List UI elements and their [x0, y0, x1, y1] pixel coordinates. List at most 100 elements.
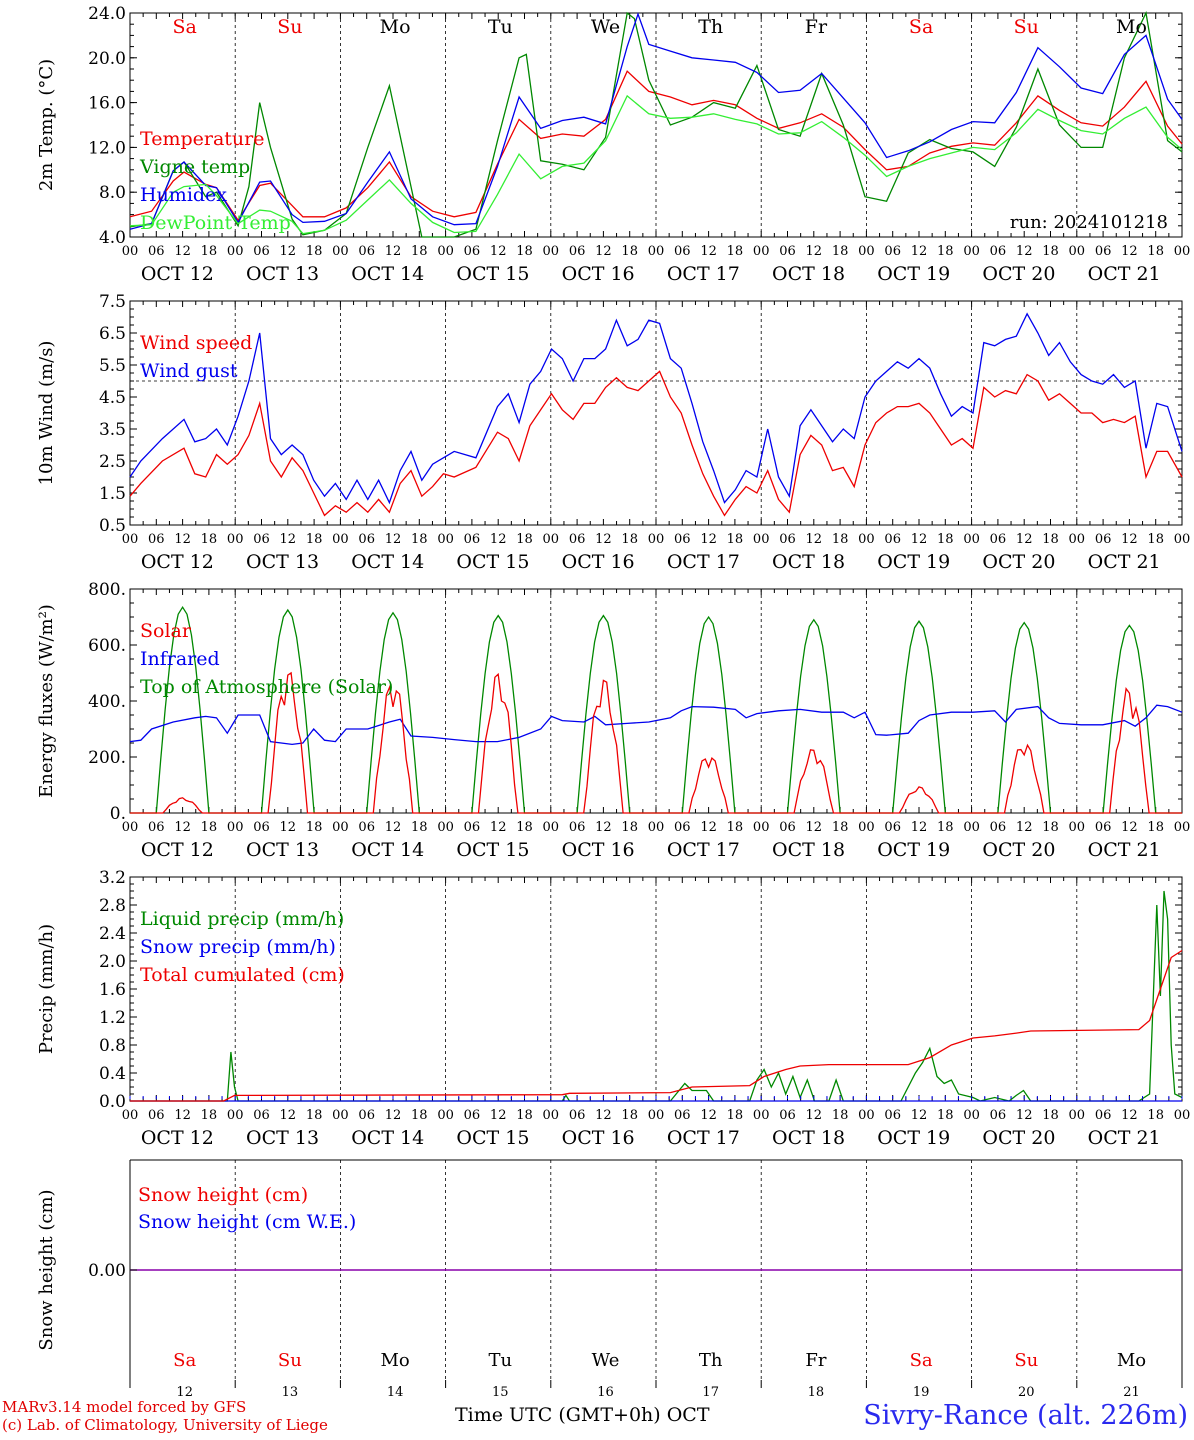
legend-entry: Solar — [140, 620, 192, 642]
date-label: OCT 15 — [456, 263, 529, 285]
y-tick-label: 2.4 — [99, 924, 126, 944]
hour-tick-label: 00 — [332, 820, 349, 835]
hour-tick-label: 18 — [201, 532, 218, 547]
hour-tick-label: 12 — [1121, 532, 1138, 547]
hour-tick-label: 18 — [306, 532, 323, 547]
hour-tick-label: 18 — [201, 1108, 218, 1123]
hour-tick-label: 12 — [595, 532, 612, 547]
hour-tick-label: 00 — [1069, 820, 1086, 835]
hour-tick-label: 12 — [806, 244, 823, 259]
weekday-label: Mo — [380, 16, 411, 38]
date-label: OCT 15 — [456, 839, 529, 861]
legend-entry: Wind gust — [140, 360, 238, 382]
date-label: OCT 17 — [667, 263, 740, 285]
hour-tick-label: 06 — [884, 244, 901, 259]
hour-tick-label: 06 — [779, 1108, 796, 1123]
hour-tick-label: 18 — [832, 532, 849, 547]
hour-tick-label: 18 — [1042, 820, 1059, 835]
date-label: OCT 21 — [1088, 839, 1161, 861]
hour-tick-label: 00 — [753, 820, 770, 835]
hour-tick-label: 12 — [280, 820, 297, 835]
hour-tick-label: 12 — [806, 532, 823, 547]
hour-tick-label: 06 — [674, 244, 691, 259]
date-label: OCT 20 — [982, 839, 1055, 861]
day-number-label: 12 — [176, 1385, 193, 1396]
date-label: OCT 16 — [562, 1127, 635, 1149]
hour-tick-label: 06 — [1095, 1108, 1112, 1123]
y-axis-title: Snow height (cm) — [36, 1189, 57, 1350]
hour-tick-label: 18 — [727, 532, 744, 547]
date-label: OCT 21 — [1088, 1127, 1161, 1149]
y-axis-title: 10m Wind (m/s) — [36, 341, 57, 486]
hour-tick-label: 18 — [621, 532, 638, 547]
hour-tick-label: 18 — [411, 820, 428, 835]
weekday-label: Sa — [173, 1350, 196, 1371]
date-label: OCT 21 — [1088, 263, 1161, 285]
hour-tick-label: 18 — [727, 820, 744, 835]
hour-tick-label: 18 — [1042, 532, 1059, 547]
date-label: OCT 17 — [667, 839, 740, 861]
hour-tick-label: 00 — [753, 1108, 770, 1123]
date-label: OCT 20 — [982, 1127, 1055, 1149]
date-label: OCT 16 — [562, 551, 635, 573]
weekday-label: Fr — [805, 16, 828, 38]
hour-tick-label: 06 — [1095, 820, 1112, 835]
hour-tick-label: 18 — [1147, 244, 1164, 259]
day-number-label: 15 — [492, 1385, 509, 1396]
hour-tick-label: 00 — [963, 1108, 980, 1123]
weekday-label: Su — [1014, 1350, 1038, 1371]
hour-tick-label: 06 — [1095, 244, 1112, 259]
weekday-label: Mo — [1116, 16, 1147, 38]
weekday-label: Th — [699, 1350, 723, 1371]
hour-tick-label: 00 — [332, 244, 349, 259]
run-label: run: 2024101218 — [1010, 212, 1168, 233]
hour-tick-label: 12 — [280, 532, 297, 547]
date-label: OCT 15 — [456, 1127, 529, 1149]
legend-entry: Snow precip (mm/h) — [140, 936, 336, 958]
hour-tick-label: 18 — [201, 244, 218, 259]
hour-tick-label: 00 — [122, 820, 139, 835]
hour-tick-label: 06 — [253, 244, 270, 259]
hour-tick-label: 00 — [543, 532, 560, 547]
day-number-label: 21 — [1123, 1385, 1140, 1396]
series-line-total-cumulated-cm- — [130, 949, 1183, 1102]
hour-tick-label: 12 — [1016, 532, 1033, 547]
hour-tick-label: 12 — [1121, 244, 1138, 259]
hour-tick-label: 06 — [464, 532, 481, 547]
y-tick-label: 0.0 — [99, 1092, 126, 1112]
legend-entry: Liquid precip (mm/h) — [140, 908, 344, 930]
hour-tick-label: 18 — [937, 244, 954, 259]
date-label: OCT 16 — [562, 263, 635, 285]
date-label: OCT 12 — [141, 551, 214, 573]
hour-tick-label: 00 — [858, 1108, 875, 1123]
hour-tick-label: 18 — [1042, 1108, 1059, 1123]
y-tick-label: 400. — [88, 692, 126, 712]
station-name: Sivry-Rance (alt. 226m) — [863, 1400, 1188, 1431]
hour-tick-label: 12 — [700, 244, 717, 259]
hour-tick-label: 18 — [621, 1108, 638, 1123]
weekday-label: We — [591, 16, 620, 38]
date-label: OCT 16 — [562, 839, 635, 861]
hour-tick-label: 00 — [648, 1108, 665, 1123]
hour-tick-label: 00 — [543, 820, 560, 835]
hour-tick-label: 18 — [937, 532, 954, 547]
hour-tick-label: 12 — [911, 532, 928, 547]
hour-tick-label: 00 — [753, 532, 770, 547]
series-line-wind-speed — [129, 370, 1183, 517]
hour-tick-label: 06 — [569, 820, 586, 835]
series-line-temperature — [129, 70, 1183, 222]
date-label: OCT 12 — [141, 1127, 214, 1149]
y-tick-label: 20.0 — [88, 49, 126, 69]
legend-entry: DewPoint Temp — [140, 212, 291, 234]
weekday-label: Sa — [173, 16, 197, 38]
hour-tick-label: 06 — [253, 1108, 270, 1123]
hour-tick-label: 12 — [806, 1108, 823, 1123]
hour-tick-label: 06 — [990, 820, 1007, 835]
hour-tick-label: 06 — [148, 1108, 165, 1123]
day-number-label: 18 — [808, 1385, 825, 1396]
hour-tick-label: 06 — [253, 532, 270, 547]
hour-tick-label: 06 — [358, 532, 375, 547]
y-tick-label: 2.0 — [99, 952, 126, 972]
hour-tick-label: 18 — [306, 820, 323, 835]
